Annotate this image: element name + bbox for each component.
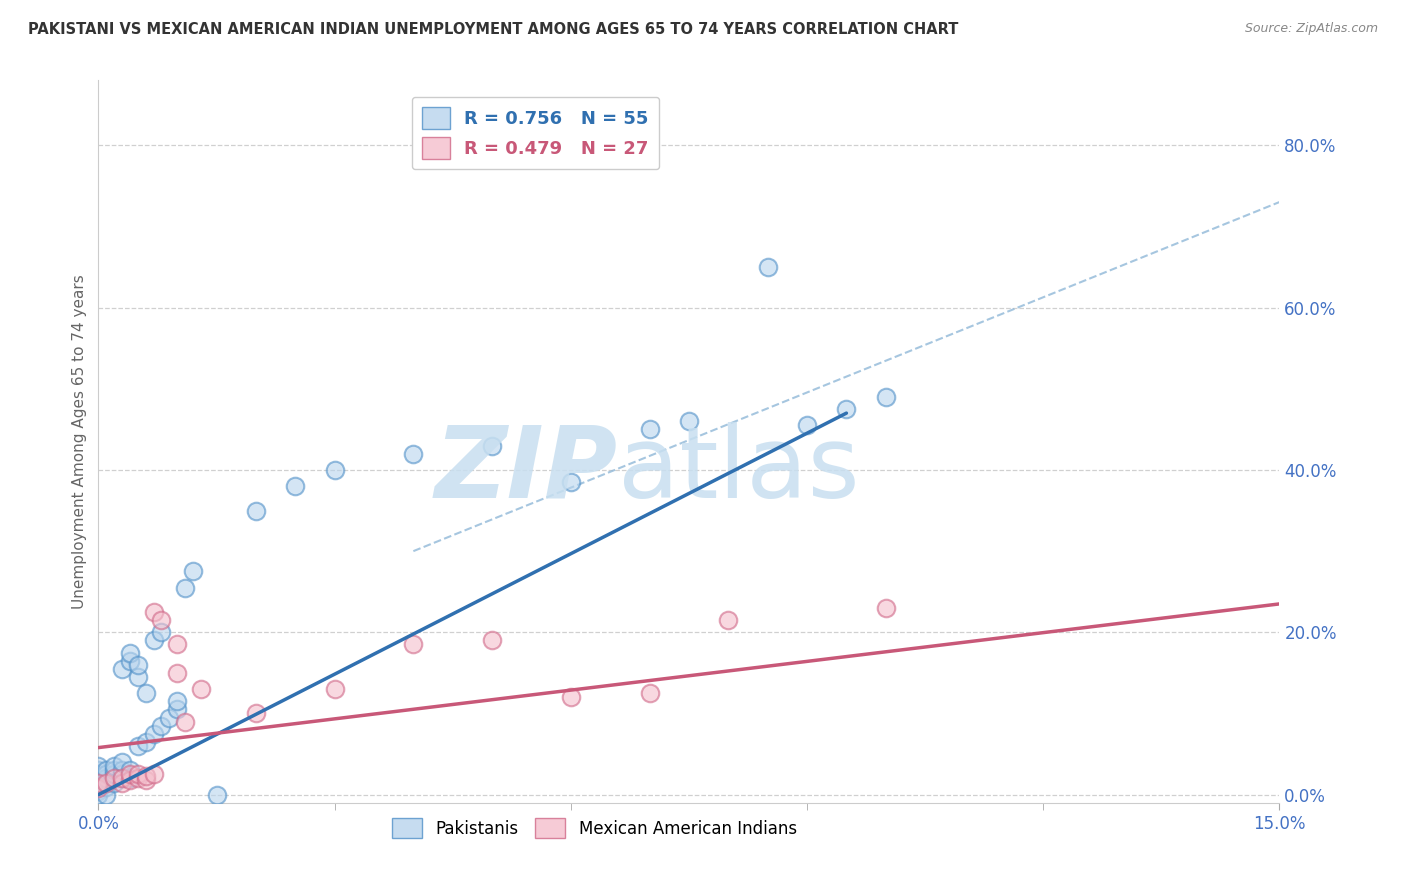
Point bbox=[181, 565, 204, 579]
Point bbox=[166, 694, 188, 708]
Point bbox=[150, 625, 173, 640]
Point bbox=[205, 788, 228, 802]
Point bbox=[481, 439, 503, 453]
Point bbox=[135, 735, 157, 749]
Point bbox=[127, 739, 149, 753]
Point bbox=[127, 767, 149, 781]
Point bbox=[87, 788, 110, 802]
Point bbox=[245, 706, 267, 721]
Point bbox=[103, 772, 125, 786]
Point bbox=[135, 773, 157, 788]
Point bbox=[103, 764, 125, 778]
Point bbox=[96, 775, 118, 789]
Point bbox=[323, 463, 346, 477]
Point bbox=[875, 601, 897, 615]
Point bbox=[111, 767, 134, 781]
Point bbox=[103, 759, 125, 773]
Point bbox=[875, 390, 897, 404]
Point bbox=[142, 633, 165, 648]
Point bbox=[96, 780, 118, 794]
Point bbox=[118, 773, 141, 788]
Point bbox=[96, 772, 118, 786]
Point bbox=[560, 690, 582, 705]
Point bbox=[87, 772, 110, 786]
Point bbox=[481, 633, 503, 648]
Point bbox=[87, 780, 110, 794]
Point bbox=[174, 581, 197, 595]
Point bbox=[756, 260, 779, 274]
Point bbox=[87, 775, 110, 789]
Point bbox=[87, 759, 110, 773]
Y-axis label: Unemployment Among Ages 65 to 74 years: Unemployment Among Ages 65 to 74 years bbox=[72, 274, 87, 609]
Point bbox=[111, 764, 134, 778]
Point bbox=[96, 788, 118, 802]
Point bbox=[103, 772, 125, 786]
Text: atlas: atlas bbox=[619, 422, 859, 519]
Point bbox=[638, 686, 661, 700]
Point bbox=[678, 414, 700, 428]
Point bbox=[402, 447, 425, 461]
Point bbox=[111, 772, 134, 786]
Legend: Pakistanis, Mexican American Indians: Pakistanis, Mexican American Indians bbox=[385, 812, 803, 845]
Point bbox=[150, 719, 173, 733]
Point bbox=[284, 479, 307, 493]
Point bbox=[118, 772, 141, 786]
Point bbox=[796, 418, 818, 433]
Point bbox=[96, 775, 118, 789]
Point bbox=[135, 686, 157, 700]
Point bbox=[174, 714, 197, 729]
Point bbox=[87, 767, 110, 781]
Point bbox=[190, 682, 212, 697]
Point bbox=[96, 767, 118, 781]
Point bbox=[638, 422, 661, 436]
Point bbox=[142, 767, 165, 781]
Point bbox=[118, 764, 141, 778]
Point bbox=[87, 764, 110, 778]
Point bbox=[87, 783, 110, 797]
Point bbox=[166, 665, 188, 680]
Point bbox=[717, 613, 740, 627]
Point bbox=[87, 781, 110, 796]
Point bbox=[87, 775, 110, 789]
Point bbox=[127, 772, 149, 786]
Point bbox=[150, 613, 173, 627]
Point bbox=[118, 654, 141, 668]
Point bbox=[402, 638, 425, 652]
Point bbox=[835, 402, 858, 417]
Point bbox=[127, 670, 149, 684]
Text: ZIP: ZIP bbox=[434, 422, 619, 519]
Point bbox=[118, 767, 141, 781]
Point bbox=[323, 682, 346, 697]
Text: PAKISTANI VS MEXICAN AMERICAN INDIAN UNEMPLOYMENT AMONG AGES 65 TO 74 YEARS CORR: PAKISTANI VS MEXICAN AMERICAN INDIAN UNE… bbox=[28, 22, 959, 37]
Point bbox=[103, 767, 125, 781]
Point bbox=[560, 475, 582, 490]
Point bbox=[103, 775, 125, 789]
Point bbox=[135, 769, 157, 783]
Point bbox=[111, 775, 134, 789]
Point bbox=[142, 727, 165, 741]
Point bbox=[157, 710, 180, 724]
Point bbox=[166, 638, 188, 652]
Point bbox=[245, 503, 267, 517]
Text: Source: ZipAtlas.com: Source: ZipAtlas.com bbox=[1244, 22, 1378, 36]
Point bbox=[111, 772, 134, 786]
Point bbox=[111, 755, 134, 769]
Point bbox=[142, 605, 165, 619]
Point bbox=[118, 646, 141, 660]
Point bbox=[127, 657, 149, 672]
Point bbox=[166, 702, 188, 716]
Point bbox=[96, 764, 118, 778]
Point bbox=[111, 662, 134, 676]
